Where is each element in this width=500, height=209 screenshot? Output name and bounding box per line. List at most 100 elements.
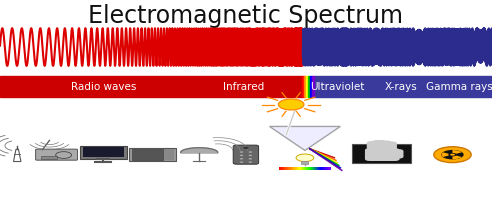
Bar xyxy=(325,167,326,170)
Bar xyxy=(322,167,324,170)
Circle shape xyxy=(442,150,464,159)
Circle shape xyxy=(278,99,304,110)
Bar xyxy=(293,167,294,170)
Bar xyxy=(306,167,307,170)
Bar xyxy=(322,167,323,170)
Bar xyxy=(294,167,295,170)
FancyBboxPatch shape xyxy=(383,141,397,152)
Bar xyxy=(282,167,284,170)
Bar xyxy=(284,167,285,170)
Bar xyxy=(328,167,329,170)
Text: X-rays: X-rays xyxy=(384,82,417,92)
Bar xyxy=(320,167,322,170)
Bar xyxy=(317,167,318,170)
Bar xyxy=(307,167,308,170)
Bar xyxy=(280,167,281,170)
Bar xyxy=(304,167,306,170)
Bar xyxy=(320,167,321,170)
Bar xyxy=(284,167,285,170)
Bar xyxy=(301,167,302,170)
Bar xyxy=(304,167,305,170)
Bar xyxy=(310,167,311,170)
Bar xyxy=(324,167,325,170)
Bar xyxy=(306,76,308,97)
Bar xyxy=(292,167,294,170)
Bar xyxy=(317,167,318,170)
Bar xyxy=(330,167,331,170)
Circle shape xyxy=(248,161,252,163)
Bar xyxy=(308,76,310,97)
Circle shape xyxy=(248,155,252,156)
Circle shape xyxy=(240,161,244,163)
Bar xyxy=(320,167,321,170)
Bar xyxy=(301,167,302,170)
Bar xyxy=(298,167,299,170)
Circle shape xyxy=(434,147,471,163)
Bar xyxy=(298,167,300,170)
Bar xyxy=(302,167,303,170)
Bar xyxy=(318,167,319,170)
Bar xyxy=(302,167,303,170)
Bar xyxy=(288,167,290,170)
Bar xyxy=(326,167,327,170)
Bar xyxy=(304,167,305,170)
Text: Ultraviolet: Ultraviolet xyxy=(310,82,364,92)
Bar xyxy=(290,167,292,170)
Circle shape xyxy=(244,147,248,149)
Bar xyxy=(308,167,309,170)
Bar xyxy=(292,167,293,170)
Bar xyxy=(310,167,312,170)
Bar xyxy=(322,167,323,170)
Polygon shape xyxy=(442,152,449,157)
Circle shape xyxy=(240,155,244,156)
Bar xyxy=(316,167,317,170)
Bar xyxy=(299,167,300,170)
Text: Radio waves: Radio waves xyxy=(70,82,136,92)
Bar xyxy=(290,167,291,170)
Bar xyxy=(305,167,306,170)
Bar xyxy=(294,167,295,170)
Bar xyxy=(285,167,286,170)
Bar xyxy=(330,167,331,170)
Bar xyxy=(314,76,492,97)
Bar xyxy=(279,167,280,170)
Polygon shape xyxy=(452,150,462,154)
Bar xyxy=(300,167,301,170)
Bar xyxy=(310,76,312,97)
Bar xyxy=(312,167,313,170)
Bar xyxy=(299,167,300,170)
Bar xyxy=(324,167,326,170)
Bar xyxy=(290,167,291,170)
FancyBboxPatch shape xyxy=(36,149,78,160)
Circle shape xyxy=(296,154,314,162)
Bar xyxy=(327,167,328,170)
Bar xyxy=(288,167,289,170)
Bar xyxy=(287,167,288,170)
Bar xyxy=(284,167,286,170)
Bar xyxy=(311,167,312,170)
FancyBboxPatch shape xyxy=(372,140,386,152)
Circle shape xyxy=(240,151,244,153)
Bar xyxy=(281,167,282,170)
Bar xyxy=(310,167,311,170)
Bar xyxy=(318,167,320,170)
Circle shape xyxy=(450,154,455,156)
Bar xyxy=(283,167,284,170)
Bar xyxy=(164,149,174,160)
FancyBboxPatch shape xyxy=(233,145,258,164)
Bar xyxy=(316,167,317,170)
Bar xyxy=(328,167,330,170)
Bar xyxy=(305,167,306,170)
FancyBboxPatch shape xyxy=(378,140,392,152)
Bar xyxy=(330,167,332,170)
Bar xyxy=(318,167,319,170)
Circle shape xyxy=(240,158,244,159)
Bar xyxy=(303,167,304,170)
Bar xyxy=(313,167,314,170)
Circle shape xyxy=(248,158,252,159)
Bar xyxy=(291,167,292,170)
FancyBboxPatch shape xyxy=(365,148,400,161)
Bar xyxy=(315,167,316,170)
Bar xyxy=(321,167,322,170)
Bar xyxy=(314,167,316,170)
